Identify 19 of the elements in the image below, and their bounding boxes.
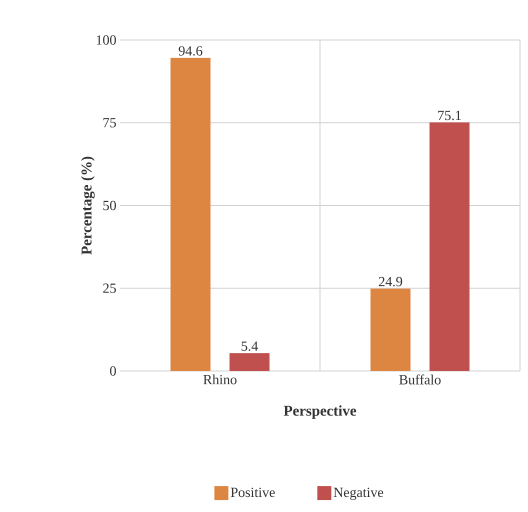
bar bbox=[370, 288, 411, 371]
x-tick-label: Buffalo bbox=[399, 374, 441, 384]
bar bbox=[430, 122, 470, 371]
x-axis-title: Perspective bbox=[284, 405, 356, 419]
y-axis-title: Percentage (%) bbox=[81, 156, 95, 255]
data-label: 94.6 bbox=[178, 46, 202, 56]
legend-label: Positive bbox=[230, 488, 275, 498]
bar bbox=[230, 353, 270, 371]
y-tick-label: 100 bbox=[96, 35, 116, 45]
y-tick-label: 25 bbox=[103, 284, 116, 293]
data-label: 24.9 bbox=[378, 276, 402, 286]
y-tick-label: 50 bbox=[103, 200, 116, 210]
bar bbox=[170, 58, 211, 371]
data-label: 5.4 bbox=[242, 342, 258, 351]
data-label: 75.1 bbox=[438, 110, 461, 120]
y-tick-label: 75 bbox=[103, 118, 116, 128]
legend-label: Negative bbox=[334, 488, 384, 500]
x-tick-label: Rhino bbox=[203, 374, 237, 384]
y-tick-label: 0 bbox=[110, 366, 116, 376]
